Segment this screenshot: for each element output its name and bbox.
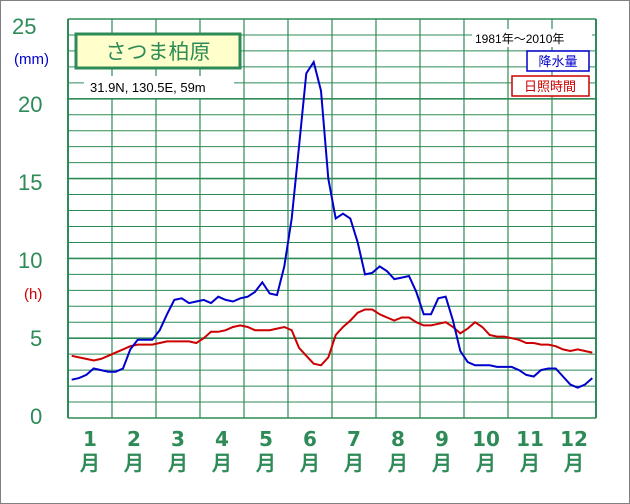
- x-tick-month-suffix: 月: [387, 451, 408, 475]
- x-tick-month-suffix: 月: [123, 451, 144, 475]
- station-title-box: [74, 32, 242, 70]
- station-title: さつま柏原: [106, 40, 211, 64]
- x-tick-month-suffix: 月: [343, 451, 364, 475]
- sunshine-series-line: [71, 308, 593, 367]
- coords-bg: [84, 76, 234, 98]
- x-tick-month-1: 1: [83, 427, 97, 451]
- x-tick-month-11: 11: [516, 427, 544, 451]
- legend-precip-label: 降水量: [538, 55, 577, 70]
- x-tick-month-suffix: 月: [431, 451, 452, 475]
- sun-unit-label: (h): [24, 286, 42, 303]
- precipitation-series-line: [71, 59, 593, 389]
- x-tick-month-9: 9: [435, 427, 449, 451]
- y-tick-5: 5: [30, 326, 42, 351]
- station-coords: 31.9N, 130.5E, 59m: [90, 80, 206, 95]
- x-tick-month-3: 3: [171, 427, 185, 451]
- x-tick-month-suffix: 月: [519, 451, 540, 475]
- y-tick-10: 10: [18, 248, 42, 273]
- x-tick-month-suffix: 月: [299, 451, 320, 475]
- x-tick-month-suffix: 月: [79, 451, 100, 475]
- x-tick-month-7: 7: [347, 427, 361, 451]
- period-bg: [472, 29, 592, 47]
- y-tick-25: 25: [12, 14, 36, 39]
- x-tick-month-6: 6: [303, 427, 317, 451]
- x-tick-month-8: 8: [391, 427, 405, 451]
- x-tick-month-4: 4: [215, 427, 229, 451]
- x-tick-month-suffix: 月: [211, 451, 232, 475]
- y-tick-20: 20: [18, 92, 42, 117]
- legend-precip-box: [526, 50, 590, 72]
- legend-sun-box: [511, 75, 590, 97]
- precip-unit-label: (mm): [14, 51, 49, 68]
- y-tick-15: 15: [18, 170, 42, 195]
- x-tick-month-10: 10: [472, 427, 500, 451]
- x-tick-month-suffix: 月: [475, 451, 496, 475]
- x-tick-month-suffix: 月: [563, 451, 584, 475]
- x-tick-month-suffix: 月: [255, 451, 276, 475]
- x-tick-month-2: 2: [127, 427, 141, 451]
- grid: [67, 18, 597, 419]
- y-tick-0: 0: [30, 404, 42, 429]
- legend-sun-label: 日照時間: [524, 80, 576, 95]
- x-tick-month-5: 5: [259, 427, 273, 451]
- x-tick-month-12: 12: [560, 427, 588, 451]
- x-tick-month-suffix: 月: [167, 451, 188, 475]
- period-label: 1981年～2010年: [475, 32, 564, 46]
